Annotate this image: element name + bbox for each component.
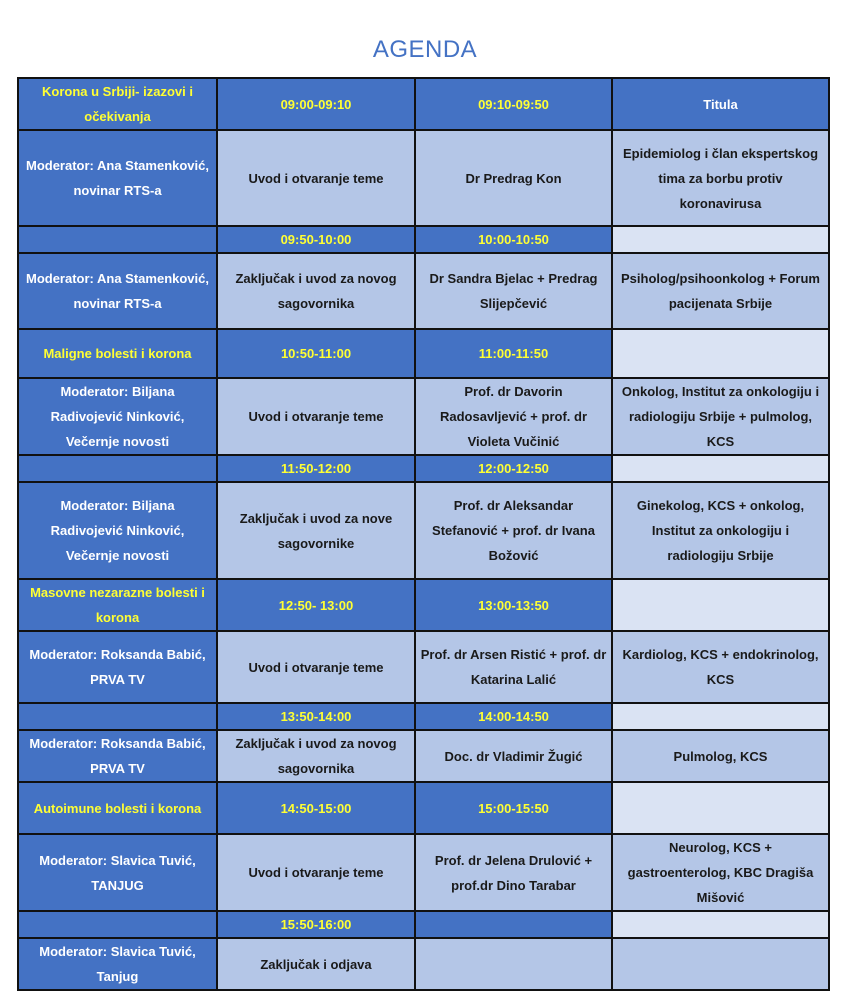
time-or-topic-cell: Uvod i otvaranje teme [216, 833, 416, 912]
title-cell: Pulmolog, KCS [611, 729, 830, 783]
session-cell: Moderator: Roksanda Babić, PRVA TV [17, 630, 218, 704]
speaker-cell: 10:00-10:50 [414, 225, 613, 254]
time-or-topic-cell: Uvod i otvaranje teme [216, 129, 416, 227]
speaker-cell: 14:00-14:50 [414, 702, 613, 731]
title-cell: Ginekolog, KCS + onkolog, Institut za on… [611, 481, 830, 580]
agenda-row-content: Moderator: Slavica Tuvić, Tanjug Zaključa… [17, 937, 830, 991]
time-or-topic-cell: Zaključak i uvod za nove sagovornike [216, 481, 416, 580]
agenda-row-content: Moderator: Slavica Tuvić, TANJUG Uvod i o… [17, 833, 830, 912]
agenda-row-content: Moderator: Ana Stamenković, novinar RTS-… [17, 129, 830, 227]
speaker-cell [414, 910, 613, 939]
title-cell: Epidemiolog i član ekspertskog tima za b… [611, 129, 830, 227]
session-cell: Moderator: Slavica Tuvić, TANJUG [17, 833, 218, 912]
title-cell [611, 328, 830, 379]
speaker-cell: Prof. dr Davorin Radosavljević + prof. d… [414, 377, 613, 456]
time-or-topic-cell: 13:50-14:00 [216, 702, 416, 731]
title-cell: Neurolog, KCS + gastroenterolog, KBC Dra… [611, 833, 830, 912]
speaker-cell: Prof. dr Aleksandar Stefanović + prof. d… [414, 481, 613, 580]
time-or-topic-cell: Zaključak i uvod za novog sagovornika [216, 252, 416, 330]
session-cell: Moderator: Roksanda Babić, PRVA TV [17, 729, 218, 783]
speaker-cell: 11:00-11:50 [414, 328, 613, 379]
title-cell: Onkolog, Institut za onkologiju i radiol… [611, 377, 830, 456]
time-or-topic-cell: 11:50-12:00 [216, 454, 416, 483]
session-cell: Moderator: Slavica Tuvić, Tanjug [17, 937, 218, 991]
time-or-topic-cell: 09:00-09:10 [216, 77, 416, 131]
speaker-cell: 15:00-15:50 [414, 781, 613, 835]
session-cell: Moderator: Biljana Radivojević Ninković,… [17, 377, 218, 456]
agenda-row-content: Moderator: Roksanda Babić, PRVA TV Uvod i… [17, 630, 830, 704]
session-cell: Autoimune bolesti i korona [17, 781, 218, 835]
speaker-cell [414, 937, 613, 991]
agenda-row-time: 15:50-16:00 [17, 910, 830, 939]
agenda-row-section: Maligne bolesti i korona 10:50-11:00 11:00… [17, 328, 830, 379]
speaker-cell: 12:00-12:50 [414, 454, 613, 483]
speaker-cell: Doc. dr Vladimir Žugić [414, 729, 613, 783]
session-cell: Moderator: Ana Stamenković, novinar RTS-… [17, 252, 218, 330]
agenda-table: Korona u Srbiji- izazovi i očekivanja 09:… [17, 77, 830, 991]
title-cell: Psiholog/psihoonkolog + Forum pacijenata… [611, 252, 830, 330]
speaker-cell: 09:10-09:50 [414, 77, 613, 131]
speaker-cell: Dr Sandra Bjelac + Predrag Slijepčević [414, 252, 613, 330]
speaker-cell: Dr Predrag Kon [414, 129, 613, 227]
time-or-topic-cell: Zaključak i odjava [216, 937, 416, 991]
session-cell: Moderator: Biljana Radivojević Ninković,… [17, 481, 218, 580]
agenda-row-time: 09:50-10:00 10:00-10:50 [17, 225, 830, 254]
time-or-topic-cell: 10:50-11:00 [216, 328, 416, 379]
time-or-topic-cell: 14:50-15:00 [216, 781, 416, 835]
time-or-topic-cell: Uvod i otvaranje teme [216, 630, 416, 704]
agenda-row-section: Korona u Srbiji- izazovi i očekivanja 09:… [17, 77, 830, 131]
session-cell: Moderator: Ana Stamenković, novinar RTS-… [17, 129, 218, 227]
time-or-topic-cell: Uvod i otvaranje teme [216, 377, 416, 456]
time-or-topic-cell: 09:50-10:00 [216, 225, 416, 254]
agenda-row-time: 11:50-12:00 12:00-12:50 [17, 454, 830, 483]
time-or-topic-cell: Zaključak i uvod za novog sagovornika [216, 729, 416, 783]
title-cell [611, 454, 830, 483]
agenda-row-content: Moderator: Ana Stamenković, novinar RTS-… [17, 252, 830, 330]
session-cell: Masovne nezarazne bolesti i korona [17, 578, 218, 632]
agenda-row-section: Autoimune bolesti i korona 14:50-15:00 15:… [17, 781, 830, 835]
title-cell [611, 225, 830, 254]
speaker-cell: Prof. dr Jelena Drulović + prof.dr Dino … [414, 833, 613, 912]
session-cell [17, 702, 218, 731]
agenda-row-content: Moderator: Biljana Radivojević Ninković,… [17, 481, 830, 580]
agenda-row-content: Moderator: Biljana Radivojević Ninković,… [17, 377, 830, 456]
time-or-topic-cell: 15:50-16:00 [216, 910, 416, 939]
session-cell: Maligne bolesti i korona [17, 328, 218, 379]
title-cell [611, 781, 830, 835]
speaker-cell: 13:00-13:50 [414, 578, 613, 632]
title-cell [611, 910, 830, 939]
speaker-cell: Prof. dr Arsen Ristić + prof. dr Katarin… [414, 630, 613, 704]
title-cell [611, 578, 830, 632]
title-cell: Titula [611, 77, 830, 131]
session-cell [17, 910, 218, 939]
session-cell: Korona u Srbiji- izazovi i očekivanja [17, 77, 218, 131]
time-or-topic-cell: 12:50- 13:00 [216, 578, 416, 632]
session-cell [17, 225, 218, 254]
agenda-row-content: Moderator: Roksanda Babić, PRVA TV Zaklju… [17, 729, 830, 783]
title-cell: Kardiolog, KCS + endokrinolog, KCS [611, 630, 830, 704]
agenda-row-section: Masovne nezarazne bolesti i korona 12:50-… [17, 578, 830, 632]
page-title: AGENDA [372, 36, 478, 63]
title-cell [611, 937, 830, 991]
title-cell [611, 702, 830, 731]
agenda-row-time: 13:50-14:00 14:00-14:50 [17, 702, 830, 731]
session-cell [17, 454, 218, 483]
